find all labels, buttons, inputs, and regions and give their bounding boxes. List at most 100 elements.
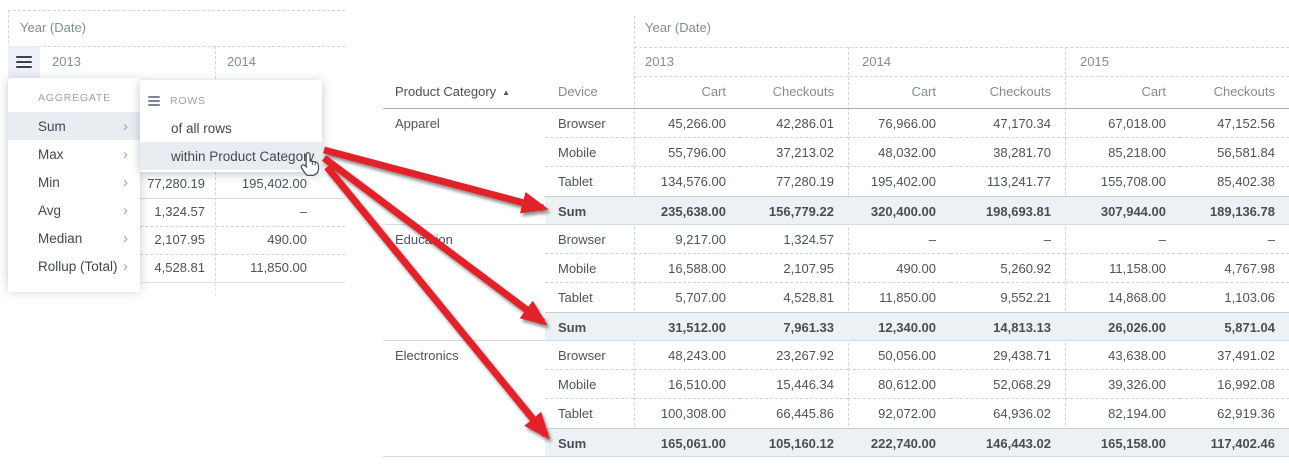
device-cell: Mobile [545,370,634,399]
bottom-fade [0,275,345,325]
value-cell: 16,510.00 [634,370,740,399]
value-cell: 4,528.81 [783,290,834,305]
category-cell [383,283,545,312]
table-cell: 11,850.00 [250,260,307,275]
value-cell: 47,170.34 [950,109,1065,138]
result-pivot-table: Year (Date) 2013 2014 2015 Product Categ… [383,8,1289,465]
table-row[interactable]: Mobile 16,588.00 2,107.95 490.00 5,260.92 11,… [383,254,1289,283]
device-cell: Sum [545,196,634,224]
value-cell: 31,512.00 [634,312,740,340]
table-row[interactable]: Tablet 5,707.00 4,528.81 11,850.00 9,552.21 1… [383,283,1289,312]
chevron-right-icon: › [123,117,128,135]
table-cell: – [299,204,307,219]
value-cell: 38,281.70 [950,138,1065,167]
device-cell: Sum [545,312,634,340]
submenu-item-within-product-category[interactable]: within Product Category [140,142,322,170]
value-cell: 9,217.00 [634,225,740,254]
category-group-electronics: Electronics Browser 48,243.00 23,267.92 50,0… [383,341,1289,457]
value-cell: 15,446.34 [740,370,848,399]
sum-row[interactable]: Sum 31,512.00 7,961.33 12,340.00 14,813.13 26… [383,312,1289,340]
value-cell: 100,308.00 [660,406,726,421]
value-cell: 64,936.02 [993,406,1051,421]
sum-row[interactable]: Sum 165,061.00 105,160.12 222,740.00 146,443… [383,428,1289,456]
value-cell: 14,868.00 [1108,290,1166,305]
value-cell: 56,581.84 [1180,138,1289,167]
value-cell: 195,402.00 [870,174,936,189]
menu-item-median[interactable]: Median › [38,229,128,247]
value-cell: 67,018.00 [1065,109,1180,138]
aggregate-menu: AGGREGATE Sum › Max › Min › Avg › Median › Rollup … [8,78,140,292]
device-cell: Mobile [545,138,634,167]
column-header-cart-2014[interactable]: Cart [911,84,936,99]
value-cell: 48,032.00 [848,138,950,167]
column-header-checkouts-2015[interactable]: Checkouts [1213,84,1275,99]
year-column-2013[interactable]: 2013 [645,54,674,69]
header-underline [383,108,1289,109]
year-column-2014: 2014 [227,54,256,69]
value-cell: 29,438.71 [950,341,1065,370]
table-cell: 490.00 [267,232,307,247]
divider [634,16,635,456]
value-cell: 77,280.19 [776,174,834,189]
menu-item-min[interactable]: Min › [38,173,128,191]
value-cell: 4,767.98 [1180,254,1289,283]
category-group-apparel: Apparel Browser 45,266.00 42,286.01 76,966.0… [383,109,1289,225]
table-cell: 4,528.81 [154,260,205,275]
divider [140,226,345,227]
value-cell: 55,796.00 [634,138,740,167]
table-row[interactable]: Mobile 55,796.00 37,213.02 48,032.00 38,281.… [383,138,1289,167]
value-cell: 11,850.00 [879,290,936,305]
divider [634,47,1289,48]
menu-item-sum[interactable]: Sum › [8,112,140,140]
value-cell: 37,491.02 [1180,341,1289,370]
device-cell: Tablet [558,406,593,421]
column-header-checkouts-2013[interactable]: Checkouts [772,84,834,99]
value-cell: 50,056.00 [848,341,950,370]
submenu-item-of-all-rows[interactable]: of all rows [171,120,232,136]
column-header-cart-2013[interactable]: Cart [701,84,726,99]
value-cell: 5,871.04 [1180,312,1289,340]
year-column-2014[interactable]: 2014 [862,54,891,69]
menu-item-avg[interactable]: Avg › [38,201,128,219]
table-row[interactable]: Mobile 16,510.00 15,446.34 80,612.00 52,068.… [383,370,1289,399]
value-cell: 80,612.00 [848,370,950,399]
value-cell: 45,266.00 [634,109,740,138]
device-cell: Tablet [558,174,593,189]
value-cell: 105,160.12 [740,428,848,456]
rows-submenu-header: ROWS [170,95,206,107]
value-cell: 156,779.22 [740,196,848,224]
divider [140,254,345,255]
value-cell: 26,026.00 [1065,312,1180,340]
divider [1065,47,1066,456]
value-cell: 320,400.00 [848,196,950,224]
value-cell: 222,740.00 [848,428,950,456]
chevron-right-icon: › [123,145,128,163]
chevron-right-icon: › [123,257,128,275]
chevron-right-icon: › [123,173,128,191]
column-header-cart-2015[interactable]: Cart [1141,84,1166,99]
value-cell: 23,267.92 [740,341,848,370]
table-row[interactable]: Tablet 134,576.00 77,280.19 195,402.00 113,2… [383,167,1289,196]
column-header-checkouts-2014[interactable]: Checkouts [989,84,1051,99]
table-options-button[interactable] [8,46,40,78]
menu-item-max[interactable]: Max › [38,145,128,163]
value-cell: 12,340.00 [848,312,950,340]
table-row[interactable]: Electronics Browser 48,243.00 23,267.92 50,0… [383,341,1289,370]
value-cell: 82,194.00 [1108,406,1166,421]
device-cell: Browser [545,341,634,370]
device-cell: Browser [545,225,634,254]
column-header-device[interactable]: Device [558,84,598,99]
category-cell [383,254,545,283]
aggregate-menu-items: Sum › Max › Min › Avg › Median › Rollup (Total) › [8,112,140,280]
table-cell: 77,280.19 [147,176,205,191]
column-header-product-category[interactable]: Product Category ▲ [395,84,511,99]
table-row[interactable]: Education Browser 9,217.00 1,324.57– – – – [383,225,1289,254]
menu-item-rollup-total[interactable]: Rollup (Total) › [38,257,128,275]
year-column-2015[interactable]: 2015 [1080,54,1109,69]
value-cell: 117,402.46 [1180,428,1289,456]
year-axis-label: Year (Date) [645,20,711,35]
value-cell: 165,158.00 [1065,428,1180,456]
sum-row[interactable]: Sum 235,638.00 156,779.22 320,400.00 198,693… [383,196,1289,224]
table-row[interactable]: Apparel Browser 45,266.00 42,286.01 76,966.0… [383,109,1289,138]
table-row[interactable]: Tablet 100,308.00 66,445.86 92,072.00 64,936… [383,399,1289,428]
